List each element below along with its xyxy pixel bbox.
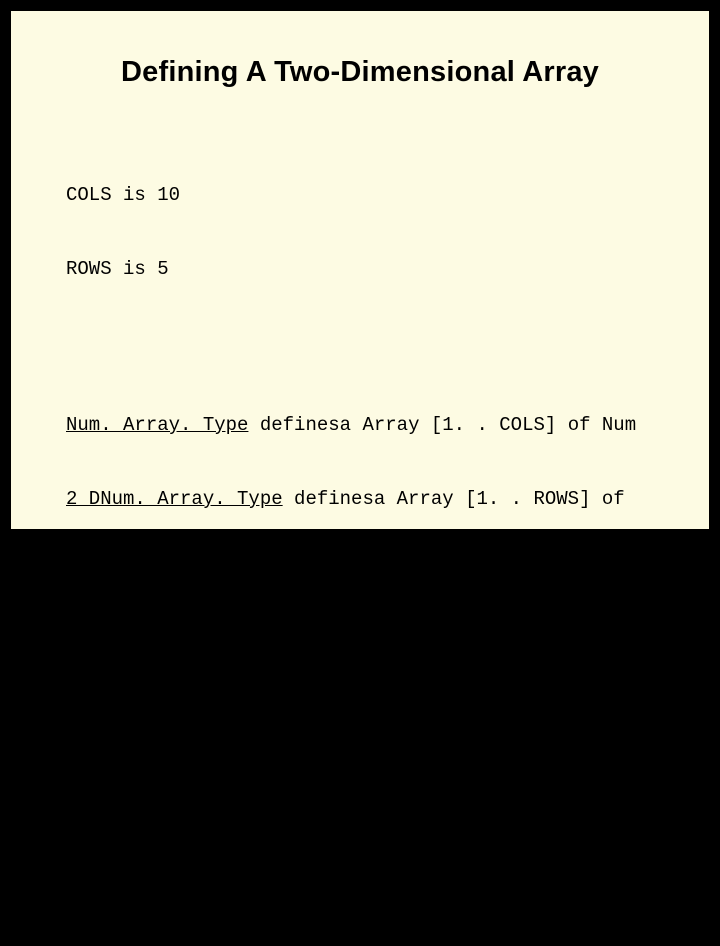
rows-declaration: ROWS is 5 <box>66 257 654 282</box>
slide-body: Defining A Two-Dimensional Array COLS is… <box>8 8 712 532</box>
two-d-array-type-line: 2 DNum. Array. Type definesa Array [1. .… <box>66 487 654 512</box>
num-array-type-line: Num. Array. Type definesa Array [1. . CO… <box>66 413 654 438</box>
constants-block: COLS is 10 ROWS is 5 <box>66 134 654 332</box>
alt-definition-continuation: of Num <box>66 872 654 897</box>
cols-declaration: COLS is 10 <box>66 183 654 208</box>
alt-definition-block: 2 DNum. Array. Type definesa Array [1. .… <box>66 724 654 946</box>
alt-definition-line: 2 DNum. Array. Type definesa Array [1. .… <box>66 773 654 822</box>
num-array-type-name: Num. Array. Type <box>66 414 248 436</box>
slide-frame: Defining A Two-Dimensional Array COLS is… <box>0 0 720 540</box>
slide-title: Defining A Two-Dimensional Array <box>66 56 654 89</box>
two-d-array-type-name: 2 DNum. Array. Type <box>66 488 283 510</box>
num-array-type-rest: definesa Array [1. . COLS] of Num <box>248 414 636 436</box>
two-d-array-type-rest: definesa Array [1. . ROWS] of <box>283 488 625 510</box>
type-definitions-block: Num. Array. Type definesa Array [1. . CO… <box>66 364 654 636</box>
or-separator: - or – <box>66 667 654 692</box>
two-d-array-type-continuation: Num. Array. Type <box>66 561 654 586</box>
